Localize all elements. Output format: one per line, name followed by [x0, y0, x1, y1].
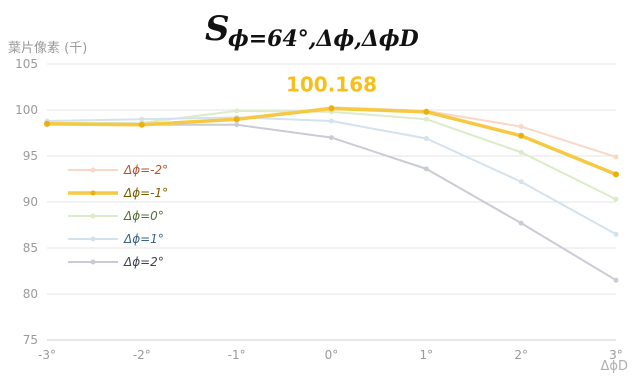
data-point: [329, 135, 334, 141]
legend-marker: [90, 236, 96, 242]
data-point: [329, 118, 334, 124]
chart-title-subscript: ϕ=64°,Δϕ,ΔϕD: [228, 26, 419, 52]
x-tick-label: -2°: [133, 348, 151, 362]
data-point: [423, 108, 430, 115]
y-tick-label: 80: [23, 287, 38, 301]
legend-item: Δϕ=2°: [68, 255, 164, 269]
x-tick-label: 3°: [609, 348, 623, 362]
legend-item: Δϕ=-1°: [68, 186, 168, 200]
data-point: [138, 121, 145, 128]
x-axis-label: ΔϕD: [601, 359, 628, 374]
data-point: [613, 231, 619, 237]
legend-marker: [90, 190, 96, 196]
y-tick-label: 75: [23, 333, 38, 347]
data-point: [328, 105, 335, 112]
legend-marker: [90, 167, 96, 173]
series-line: [47, 106, 617, 158]
data-point: [139, 116, 145, 122]
chart-title-main: S: [205, 9, 230, 49]
y-tick-labels: 75 80 85 90 95 100 105: [15, 57, 38, 347]
y-tick-label: 105: [15, 57, 38, 71]
x-tick-label: -1°: [228, 348, 246, 362]
data-point: [234, 108, 240, 114]
data-point: [423, 116, 429, 122]
legend: Δϕ=-2° Δϕ=-1° Δϕ=0° Δϕ=1° Δϕ=2°: [68, 163, 168, 269]
legend-label: Δϕ=-2°: [123, 163, 168, 177]
legend-label: Δϕ=1°: [123, 232, 164, 246]
data-point: [613, 196, 619, 202]
legend-label: Δϕ=2°: [123, 255, 164, 269]
data-point: [518, 149, 524, 155]
data-point: [613, 277, 619, 283]
y-tick-label: 85: [23, 241, 38, 255]
legend-label: Δϕ=-1°: [123, 186, 168, 200]
x-tick-label: 1°: [420, 348, 434, 362]
series-lines: [44, 104, 619, 283]
y-tick-label: 100: [15, 103, 38, 117]
y-axis-label: 葉片像素 (千): [8, 41, 87, 56]
grid-lines: [47, 63, 616, 341]
x-tick-labels: -3° -2° -1° 0° 1° 2° 3°: [38, 348, 623, 362]
data-point: [423, 136, 429, 142]
data-point: [613, 154, 619, 160]
series-1: [44, 105, 619, 178]
x-tick-label: 0°: [325, 348, 339, 362]
legend-label: Δϕ=0°: [123, 209, 164, 223]
data-point: [518, 179, 524, 185]
data-point: [423, 166, 429, 172]
data-point: [518, 124, 524, 130]
legend-item: Δϕ=-2°: [68, 163, 168, 177]
y-tick-label: 90: [23, 195, 38, 209]
data-point: [613, 171, 619, 178]
legend-item: Δϕ=0°: [68, 209, 164, 223]
legend-item: Δϕ=1°: [68, 232, 164, 246]
data-point: [44, 120, 50, 127]
data-point: [518, 132, 525, 139]
series-3: [44, 114, 619, 237]
x-tick-label: -3°: [38, 348, 56, 362]
peak-value-annotation: 100.168: [286, 72, 377, 96]
data-point: [233, 116, 240, 123]
data-point: [518, 220, 524, 226]
data-point: [234, 122, 240, 128]
legend-marker: [90, 259, 96, 265]
x-tick-label: 2°: [514, 348, 528, 362]
legend-marker: [90, 213, 96, 219]
y-tick-label: 95: [23, 149, 38, 163]
chart-title: S ϕ=64°,Δϕ,ΔϕD: [205, 9, 419, 52]
